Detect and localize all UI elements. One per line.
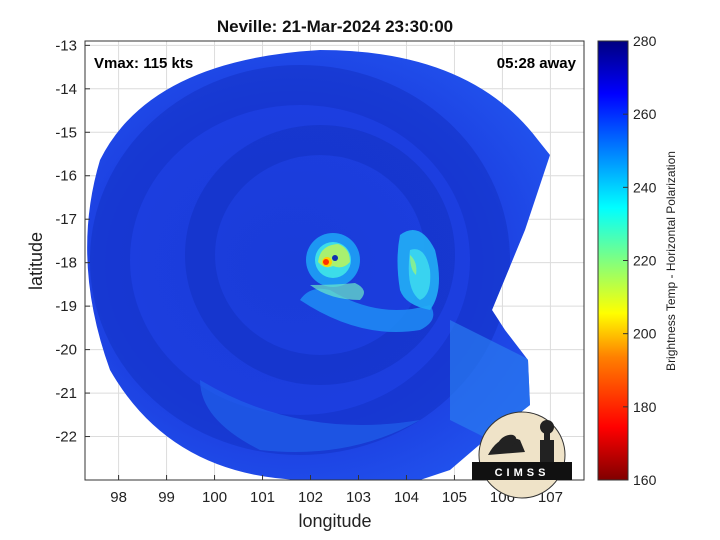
x-tick-label: 104 <box>394 489 419 506</box>
cimss-logo-text: CIMSS <box>495 467 550 479</box>
x-tick-label: 105 <box>442 489 467 506</box>
x-tick-label: 101 <box>250 489 275 506</box>
colorbar-tick-label: 280 <box>633 33 657 49</box>
colorbar-tick-label: 180 <box>633 399 657 415</box>
colorbar-tick-label: 160 <box>633 472 657 488</box>
vmax-annotation: Vmax: 115 kts <box>94 55 193 72</box>
colorbar-title: Brightness Temp - Horizontal Polarizatio… <box>664 151 678 371</box>
y-tick-label: -13 <box>55 37 77 54</box>
colorbar-tick-label: 260 <box>633 106 657 122</box>
x-tick-label: 102 <box>298 489 323 506</box>
y-tick-label: -19 <box>55 298 77 315</box>
y-tick-label: -15 <box>55 124 77 141</box>
colorbar-tick-label: 220 <box>633 253 657 269</box>
plot-frame <box>84 40 585 481</box>
y-tick-label: -14 <box>55 81 77 98</box>
y-tick-label: -21 <box>55 385 77 402</box>
y-tick-label: -16 <box>55 168 77 185</box>
cimss-logo: CIMSS <box>472 411 572 499</box>
y-tick-label: -22 <box>55 429 77 446</box>
x-tick-label: 107 <box>538 489 563 506</box>
y-axis-title: latitude <box>26 232 46 290</box>
y-tick-label: -17 <box>55 211 77 228</box>
y-tick-label: -20 <box>55 342 77 359</box>
x-tick-label: 100 <box>202 489 227 506</box>
x-axis-title: longitude <box>298 511 371 531</box>
colorbar-tick-label: 200 <box>633 326 657 342</box>
time-away-annotation: 05:28 away <box>497 55 577 72</box>
x-tick-label: 99 <box>158 489 175 506</box>
x-tick-label: 103 <box>346 489 371 506</box>
x-tick-label: 98 <box>110 489 127 506</box>
colorbar-tick-label: 240 <box>633 179 657 195</box>
y-tick-label: -18 <box>55 255 77 272</box>
y-axis: -13 -14 -15 -16 -17 -18 -19 -20 -21 -22 <box>55 37 90 446</box>
colorbar-ticks: 160 180 200 220 240 260 280 <box>623 33 657 488</box>
x-axis: 98 99 100 101 102 103 104 105 106 107 <box>110 475 563 506</box>
brightness-temp-image <box>87 50 550 480</box>
chart-title: Neville: 21-Mar-2024 23:30:00 <box>217 17 453 36</box>
